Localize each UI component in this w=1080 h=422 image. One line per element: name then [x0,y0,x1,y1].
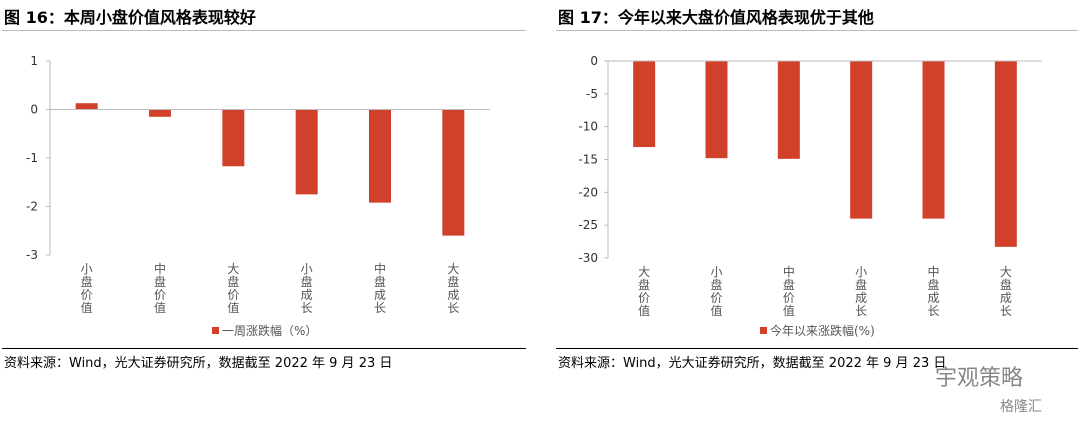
source-divider-right [556,348,1078,349]
y-tick-label: -15 [578,153,598,167]
x-category-label-char: 长 [447,301,459,315]
x-category-label-char: 值 [783,303,795,318]
bar-大盘价值 [222,109,245,167]
title-divider-left [2,30,526,31]
x-category-label-char: 中 [374,261,386,276]
bar-小盘成长 [850,61,873,219]
x-category-label-char: 长 [374,301,386,315]
legend-swatch [760,327,767,334]
x-category-label-char: 大 [638,265,650,279]
x-category-label-char: 盘 [447,274,459,289]
x-category-label-char: 中 [927,264,939,279]
bar-中盘价值 [777,61,800,159]
bar-中盘成长 [369,109,391,203]
x-category-label-char: 中 [154,261,166,276]
bar-大盘成长 [994,61,1017,247]
x-category-label-char: 值 [81,300,93,315]
y-tick-label: -1 [26,151,38,165]
x-category-label-char: 小 [301,262,313,276]
y-tick-label: -3 [26,248,38,262]
x-category-label-char: 价 [638,291,650,305]
watermark-account: 宇观策略 [935,366,1024,391]
bar-小盘成长 [295,109,318,195]
x-category-label-char: 大 [447,262,459,276]
y-tick-label: -5 [586,87,598,101]
bar-小盘价值 [705,61,728,159]
x-category-label-char: 盘 [301,274,313,289]
chart-title-right: 图 17：今年以来大盘价值风格表现优于其他 [558,8,874,27]
bar-中盘成长 [922,61,945,219]
x-category-label-char: 盘 [638,277,650,292]
x-category-label-char: 价 [783,291,795,305]
x-category-label-char: 盘 [81,274,93,289]
y-tick-label: -2 [26,200,38,214]
x-category-label-char: 大 [1000,265,1012,279]
y-tick-label: 0 [590,54,598,68]
x-category-label-char: 长 [1000,304,1012,318]
x-category-label-char: 盘 [1000,277,1012,292]
x-category-label-char: 长 [855,304,867,318]
source-note-right: 资料来源：Wind，光大证券研究所，数据截至 2022 年 9 月 23 日 [558,356,947,371]
x-category-label-char: 值 [227,300,239,315]
bar-大盘成长 [442,109,465,236]
x-category-label-char: 价 [154,288,166,302]
title-divider-right [556,30,1078,31]
x-category-label-char: 成 [855,291,867,305]
x-category-label-char: 长 [927,304,939,318]
x-category-label-char: 成 [447,288,459,302]
x-category-label-char: 值 [638,303,650,318]
y-tick-label: -25 [578,218,598,232]
y-tick-label: 1 [30,54,38,68]
x-category-label-char: 盘 [710,277,722,292]
x-category-label-char: 盘 [227,274,239,289]
chart-title-left: 图 16：本周小盘价值风格表现较好 [4,8,256,27]
x-category-label-char: 长 [301,301,313,315]
x-category-label-char: 价 [710,291,722,305]
x-category-label-char: 价 [81,288,93,302]
y-tick-label: -20 [578,185,598,199]
x-category-label-char: 小 [81,262,93,276]
y-tick-label: 0 [30,103,38,117]
source-note-left: 资料来源：Wind，光大证券研究所，数据截至 2022 年 9 月 23 日 [4,356,393,371]
x-category-label-char: 值 [154,300,166,315]
x-category-label-char: 盘 [855,277,867,292]
x-category-label-char: 小 [855,265,867,279]
x-category-label-char: 成 [301,288,313,302]
bar-大盘价值 [633,61,656,148]
x-category-label-char: 成 [374,288,386,302]
source-divider-left [2,348,526,349]
x-category-label-char: 盘 [927,277,939,292]
watermark-platform: 格隆汇 [1000,399,1042,415]
x-category-label-char: 小 [710,265,722,279]
legend-label: 一周涨跌幅（%） [222,323,317,338]
y-tick-label: -10 [578,120,598,134]
x-category-label-char: 盘 [374,274,386,289]
x-category-label-char: 大 [227,262,239,276]
bar-小盘价值 [75,103,98,110]
x-category-label-char: 盘 [783,277,795,292]
x-category-label-char: 成 [927,291,939,305]
legend-swatch [212,327,219,334]
x-category-label-char: 中 [783,264,795,279]
x-category-label-char: 值 [710,303,722,318]
y-tick-label: -30 [578,251,598,265]
legend-label: 今年以来涨跌幅(%) [770,323,875,338]
x-category-label-char: 盘 [154,274,166,289]
bar-中盘价值 [149,109,171,117]
x-category-label-char: 成 [1000,291,1012,305]
x-category-label-char: 价 [227,288,239,302]
